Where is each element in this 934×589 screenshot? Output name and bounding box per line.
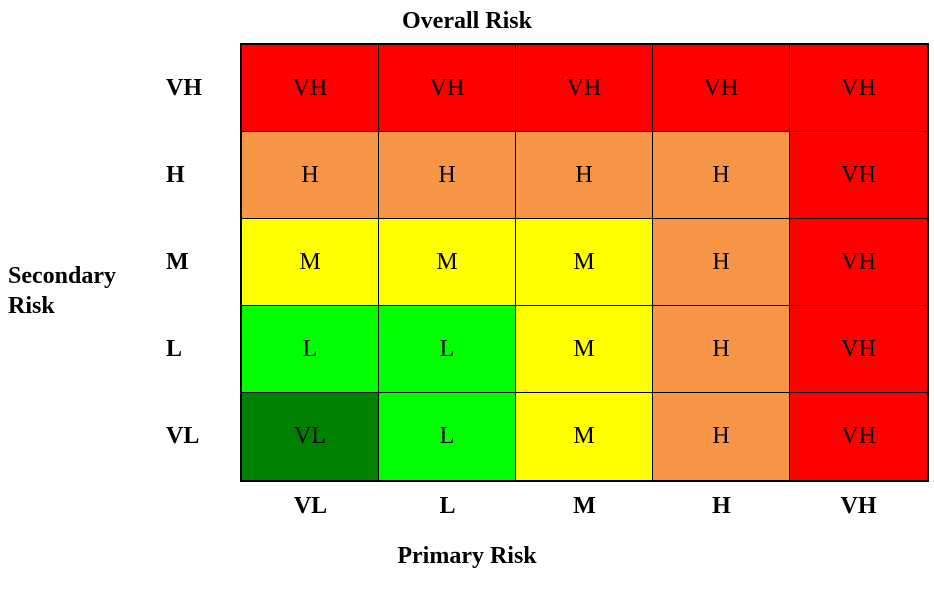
x-tick-label: VH	[840, 493, 877, 519]
matrix-cell: H	[379, 132, 516, 219]
matrix-cell: VH	[379, 45, 516, 132]
x-tick-label: M	[573, 493, 596, 519]
matrix-cell: M	[516, 306, 653, 393]
matrix-cell: H	[653, 306, 790, 393]
y-tick-label: L	[166, 335, 183, 362]
x-tick-label: L	[439, 493, 456, 519]
y-tick-label: H	[166, 161, 185, 188]
matrix-cell: H	[653, 132, 790, 219]
matrix-cell: VH	[790, 132, 927, 219]
matrix-cell: VH	[790, 306, 927, 393]
x-tick-label: H	[712, 493, 731, 519]
x-axis-label: Primary Risk	[397, 543, 537, 569]
y-tick-label: M	[166, 248, 189, 275]
x-tick-label: VL	[293, 493, 328, 519]
matrix-cell: M	[379, 219, 516, 306]
matrix-cell: VH	[790, 45, 927, 132]
matrix-cell: H	[516, 132, 653, 219]
chart-title: Overall Risk	[402, 8, 532, 34]
matrix-cell: M	[516, 393, 653, 480]
matrix-cell: L	[242, 306, 379, 393]
matrix-cell: M	[242, 219, 379, 306]
y-tick-label: VH	[166, 74, 202, 101]
matrix-cell: H	[653, 219, 790, 306]
matrix-cell: VH	[790, 393, 927, 480]
matrix-cell: VH	[242, 45, 379, 132]
matrix-cell: M	[516, 219, 653, 306]
matrix-cell: VH	[790, 219, 927, 306]
matrix-cell: VL	[242, 393, 379, 480]
matrix-cell: L	[379, 306, 516, 393]
matrix-cell: VH	[516, 45, 653, 132]
risk-matrix-grid: VH VH VH VH VH H H H H VH M M M H VH L L M H VH VL L M H VH	[240, 43, 929, 482]
matrix-cell: H	[242, 132, 379, 219]
matrix-cell: L	[379, 393, 516, 480]
y-axis-label-text: Secondary Risk	[8, 263, 116, 319]
y-tick-label: VL	[166, 422, 200, 449]
matrix-cell: H	[653, 393, 790, 480]
matrix-cell: VH	[653, 45, 790, 132]
y-axis-label: Secondary Risk	[8, 261, 148, 321]
